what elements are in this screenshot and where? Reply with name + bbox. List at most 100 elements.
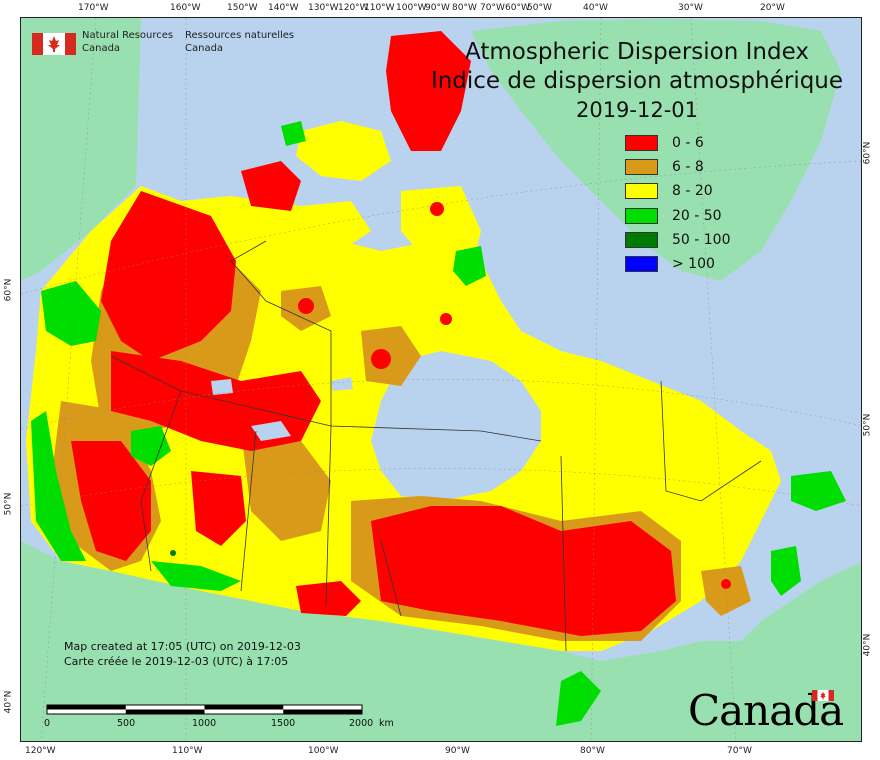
green-zone: [131, 426, 171, 466]
arctic-island: [386, 31, 471, 151]
axis-tick-label: 50°N: [862, 413, 873, 437]
red-zone: [721, 579, 731, 589]
legend-swatch: [625, 135, 658, 151]
agency-name-en-line2: Canada: [82, 43, 121, 54]
green-zone: [151, 561, 241, 591]
scale-label-2000: 2000: [349, 718, 374, 729]
scale-label-0: 0: [44, 718, 51, 729]
scale-bar-graphic: [46, 704, 363, 715]
axis-tick-label: 80°W: [452, 3, 477, 13]
legend: 0 - 6 6 - 8 8 - 20 20 - 50 50 - 100 > 100: [625, 134, 765, 279]
orange-zone: [361, 326, 421, 386]
green-zone: [41, 281, 101, 346]
axis-tick-label: 120°W: [25, 746, 56, 756]
dark-green-zone: [170, 550, 176, 556]
axis-tick-label: 60°W: [505, 3, 530, 13]
red-zone: [298, 298, 314, 314]
axis-tick-label: 150°W: [227, 3, 258, 13]
legend-label: 6 - 8: [672, 159, 704, 176]
agency-name-fr-line1: Ressources naturelles: [185, 30, 295, 41]
axis-tick-label: 130°W: [308, 3, 339, 13]
green-zone: [31, 411, 86, 561]
legend-swatch: [625, 159, 658, 176]
green-zone: [556, 671, 601, 726]
axis-tick-label: 100°W: [396, 3, 427, 13]
red-zone: [101, 191, 236, 361]
scale-label-1500: 1500: [271, 718, 296, 729]
scale-label-500: 500: [117, 718, 136, 729]
axis-tick-label: 120°W: [338, 3, 369, 13]
axis-tick-label: 90°W: [425, 3, 450, 13]
axis-tick-label: 110°W: [172, 746, 203, 756]
legend-swatch: [625, 207, 658, 224]
green-zone: [281, 121, 306, 146]
axis-tick-label: 80°W: [580, 746, 605, 756]
axis-tick-label: 170°W: [78, 3, 109, 13]
scale-unit: km: [379, 718, 394, 729]
title-french: Indice de dispersion atmosphérique: [430, 68, 844, 94]
inland-lake: [251, 421, 291, 441]
map-title: Atmospheric Dispersion Index Indice de d…: [412, 38, 862, 124]
canada-flag-icon: [32, 33, 76, 55]
orange-zone: [241, 431, 331, 541]
arctic-island: [401, 186, 481, 271]
arctic-island: [296, 121, 391, 181]
axis-tick-label: 40°W: [583, 3, 608, 13]
scale-bar: 0 500 1000 1500 2000 km: [44, 704, 404, 730]
legend-item: 6 - 8: [625, 158, 765, 182]
legend-swatch: [625, 255, 658, 272]
inland-lake: [331, 377, 353, 391]
alaska-land: [21, 18, 141, 281]
hudson-bay: [371, 351, 541, 501]
axis-tick-label: 110°W: [364, 3, 395, 13]
credits-english: Map created at 17:05 (UTC) on 2019-12-03: [64, 640, 301, 653]
legend-swatch: [625, 231, 658, 248]
legend-item: 50 - 100: [625, 231, 765, 255]
legend-swatch: [625, 183, 658, 200]
graticule: [21, 18, 861, 741]
axis-tick-label: 30°W: [678, 3, 703, 13]
usa-land: [21, 541, 861, 741]
axis-tick-label: 60°N: [862, 141, 873, 165]
red-zone: [371, 349, 391, 369]
red-zone: [191, 471, 246, 546]
legend-label: > 100: [672, 255, 715, 272]
green-zone: [453, 246, 486, 286]
legend-item: 0 - 6: [625, 134, 765, 158]
map-canvas: [21, 18, 861, 741]
red-zone: [440, 313, 452, 325]
title-date: 2019-12-01: [575, 98, 699, 122]
axis-tick-label: 160°W: [170, 3, 201, 13]
axis-tick-label: 60°N: [3, 278, 14, 302]
agency-name-fr-line2: Canada: [185, 43, 224, 54]
axis-tick-label: 50°W: [527, 3, 552, 13]
legend-item: > 100: [625, 255, 765, 279]
scale-label-1000: 1000: [192, 718, 217, 729]
red-zone: [430, 202, 444, 216]
legend-label: 50 - 100: [672, 231, 731, 248]
arctic-island: [241, 161, 301, 211]
green-zone: [791, 471, 846, 511]
legend-label: 8 - 20: [672, 183, 713, 200]
credits-french: Carte créée le 2019-12-03 (UTC) à 17:05: [64, 655, 289, 668]
green-zone: [771, 546, 801, 596]
axis-tick-label: 40°N: [3, 690, 14, 714]
province-borders: [110, 240, 762, 652]
red-zone: [371, 506, 676, 636]
axis-tick-label: 100°W: [308, 746, 339, 756]
axis-tick-label: 70°W: [480, 3, 505, 13]
canada-wordmark: Canada: [688, 688, 858, 738]
arctic-island: [301, 201, 371, 251]
axis-tick-label: 20°W: [760, 3, 785, 13]
axis-tick-label: 70°W: [727, 746, 752, 756]
orange-zone: [701, 566, 751, 616]
legend-label: 0 - 6: [672, 135, 704, 151]
axis-tick-label: 140°W: [268, 3, 299, 13]
red-zone: [71, 441, 151, 561]
axis-tick-label: 90°W: [445, 746, 470, 756]
map-panel: [20, 17, 862, 742]
legend-label: 20 - 50: [672, 207, 722, 224]
legend-item: 8 - 20: [625, 182, 765, 206]
map-credits: Map created at 17:05 (UTC) on 2019-12-03…: [64, 639, 301, 669]
